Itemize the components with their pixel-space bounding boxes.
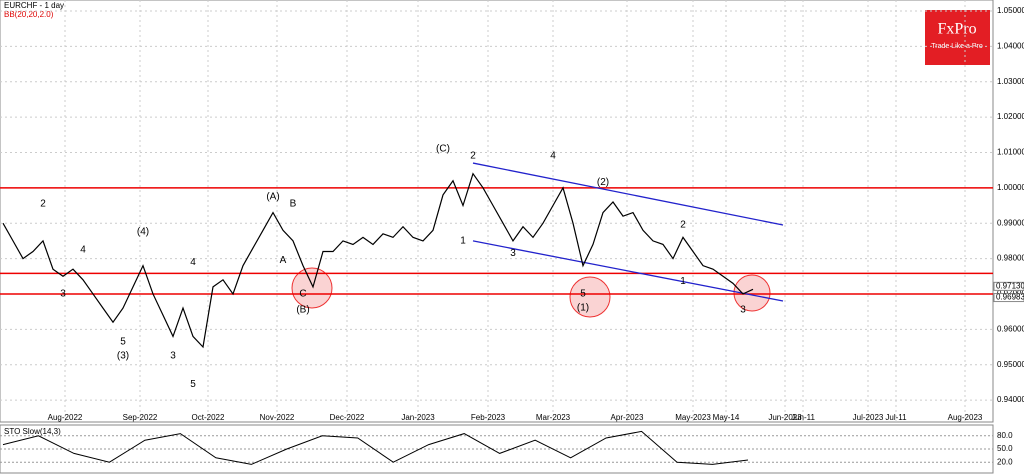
x-tick-label: Oct-2022 (192, 413, 225, 422)
y-tick-label: 1.01000 (997, 148, 1024, 157)
y-tick-label: 1.00000 (997, 183, 1024, 192)
channel-line (472, 162, 784, 226)
price-label-box (993, 281, 1024, 291)
wave-label: (2) (597, 177, 609, 188)
logo-name: FxPro (937, 21, 976, 38)
x-tick-label: Mar-2023 (536, 413, 571, 422)
x-tick-label: Jan-2023 (401, 413, 435, 422)
wave-label: 1 (460, 236, 466, 247)
wave-label: (C) (436, 144, 450, 155)
price-label: 0.96983 (996, 293, 1024, 302)
wave-label: (A) (266, 191, 279, 202)
x-tick-label: Jul-11 (885, 413, 907, 422)
x-tick-label: Feb-2023 (471, 413, 506, 422)
sto-tick-label: 20.0 (997, 457, 1013, 466)
price-line (2, 172, 754, 349)
y-tick-label: 1.02000 (997, 112, 1024, 121)
x-tick-label: May-2023 (675, 413, 711, 422)
price-label: 0.97130 (996, 281, 1024, 290)
wave-label: 1 (680, 276, 686, 287)
wave-label: 3 (740, 305, 746, 316)
circle (733, 274, 771, 312)
wave-label: (3) (117, 350, 129, 361)
y-tick-label: 1.03000 (997, 77, 1024, 86)
subtitle: BB(20,20,2.0) (4, 10, 54, 19)
wave-label: 5 (190, 379, 196, 390)
chart-title: EURCHF - 1 day (4, 1, 64, 10)
wave-label: 3 (60, 289, 66, 300)
x-tick-label: Aug-2022 (48, 413, 83, 422)
wave-label: 4 (550, 151, 556, 162)
channel-line (472, 240, 784, 302)
logo (925, 10, 990, 65)
circle (291, 267, 333, 309)
y-tick-label: 0.95000 (997, 360, 1024, 369)
x-tick-label: Sep-2022 (123, 413, 158, 422)
wave-label: 4 (190, 257, 196, 268)
sto-tick-label: 80.0 (997, 431, 1013, 440)
wave-label: (B) (296, 305, 309, 316)
x-tick-label: Jun-2023 (768, 413, 802, 422)
wave-label: 2 (470, 151, 476, 162)
circle (569, 276, 611, 318)
x-tick-label: Jun-11 (791, 413, 815, 422)
wave-label: C (299, 289, 306, 300)
wave-label: 5 (580, 289, 586, 300)
y-tick-label: 0.94000 (997, 395, 1024, 404)
y-tick-label: 1.05000 (997, 6, 1024, 15)
x-tick-label: Nov-2022 (260, 413, 295, 422)
x-tick-label: Apr-2023 (611, 413, 644, 422)
sto-line (2, 430, 749, 465)
x-tick-label: Jul-2023 (853, 413, 884, 422)
sto-title: STO Slow(14,3) (4, 427, 61, 436)
wave-label: (1) (577, 303, 589, 314)
logo-tagline: Trade Like a Pro (931, 43, 983, 50)
y-tick-label: 0.96000 (997, 324, 1024, 333)
wave-label: 5 (120, 336, 126, 347)
x-tick-label: Dec-2022 (330, 413, 365, 422)
sto-tick-label: 50.0 (997, 444, 1013, 453)
y-tick-label: 0.99000 (997, 218, 1024, 227)
y-tick-label: 1.04000 (997, 41, 1024, 50)
x-tick-label: May-14 (713, 413, 740, 422)
wave-label: 2 (680, 220, 686, 231)
wave-label: 3 (510, 248, 516, 259)
wave-label: A (280, 255, 287, 266)
price-label-box (993, 293, 1024, 303)
wave-label: (4) (137, 227, 149, 238)
x-tick-label: Aug-2023 (948, 413, 983, 422)
y-tick-label: 0.98000 (997, 254, 1024, 263)
wave-label: 3 (170, 350, 176, 361)
wave-label: 2 (40, 198, 46, 209)
wave-label: 4 (80, 244, 86, 255)
circles (291, 267, 771, 318)
wave-label: B (290, 198, 297, 209)
